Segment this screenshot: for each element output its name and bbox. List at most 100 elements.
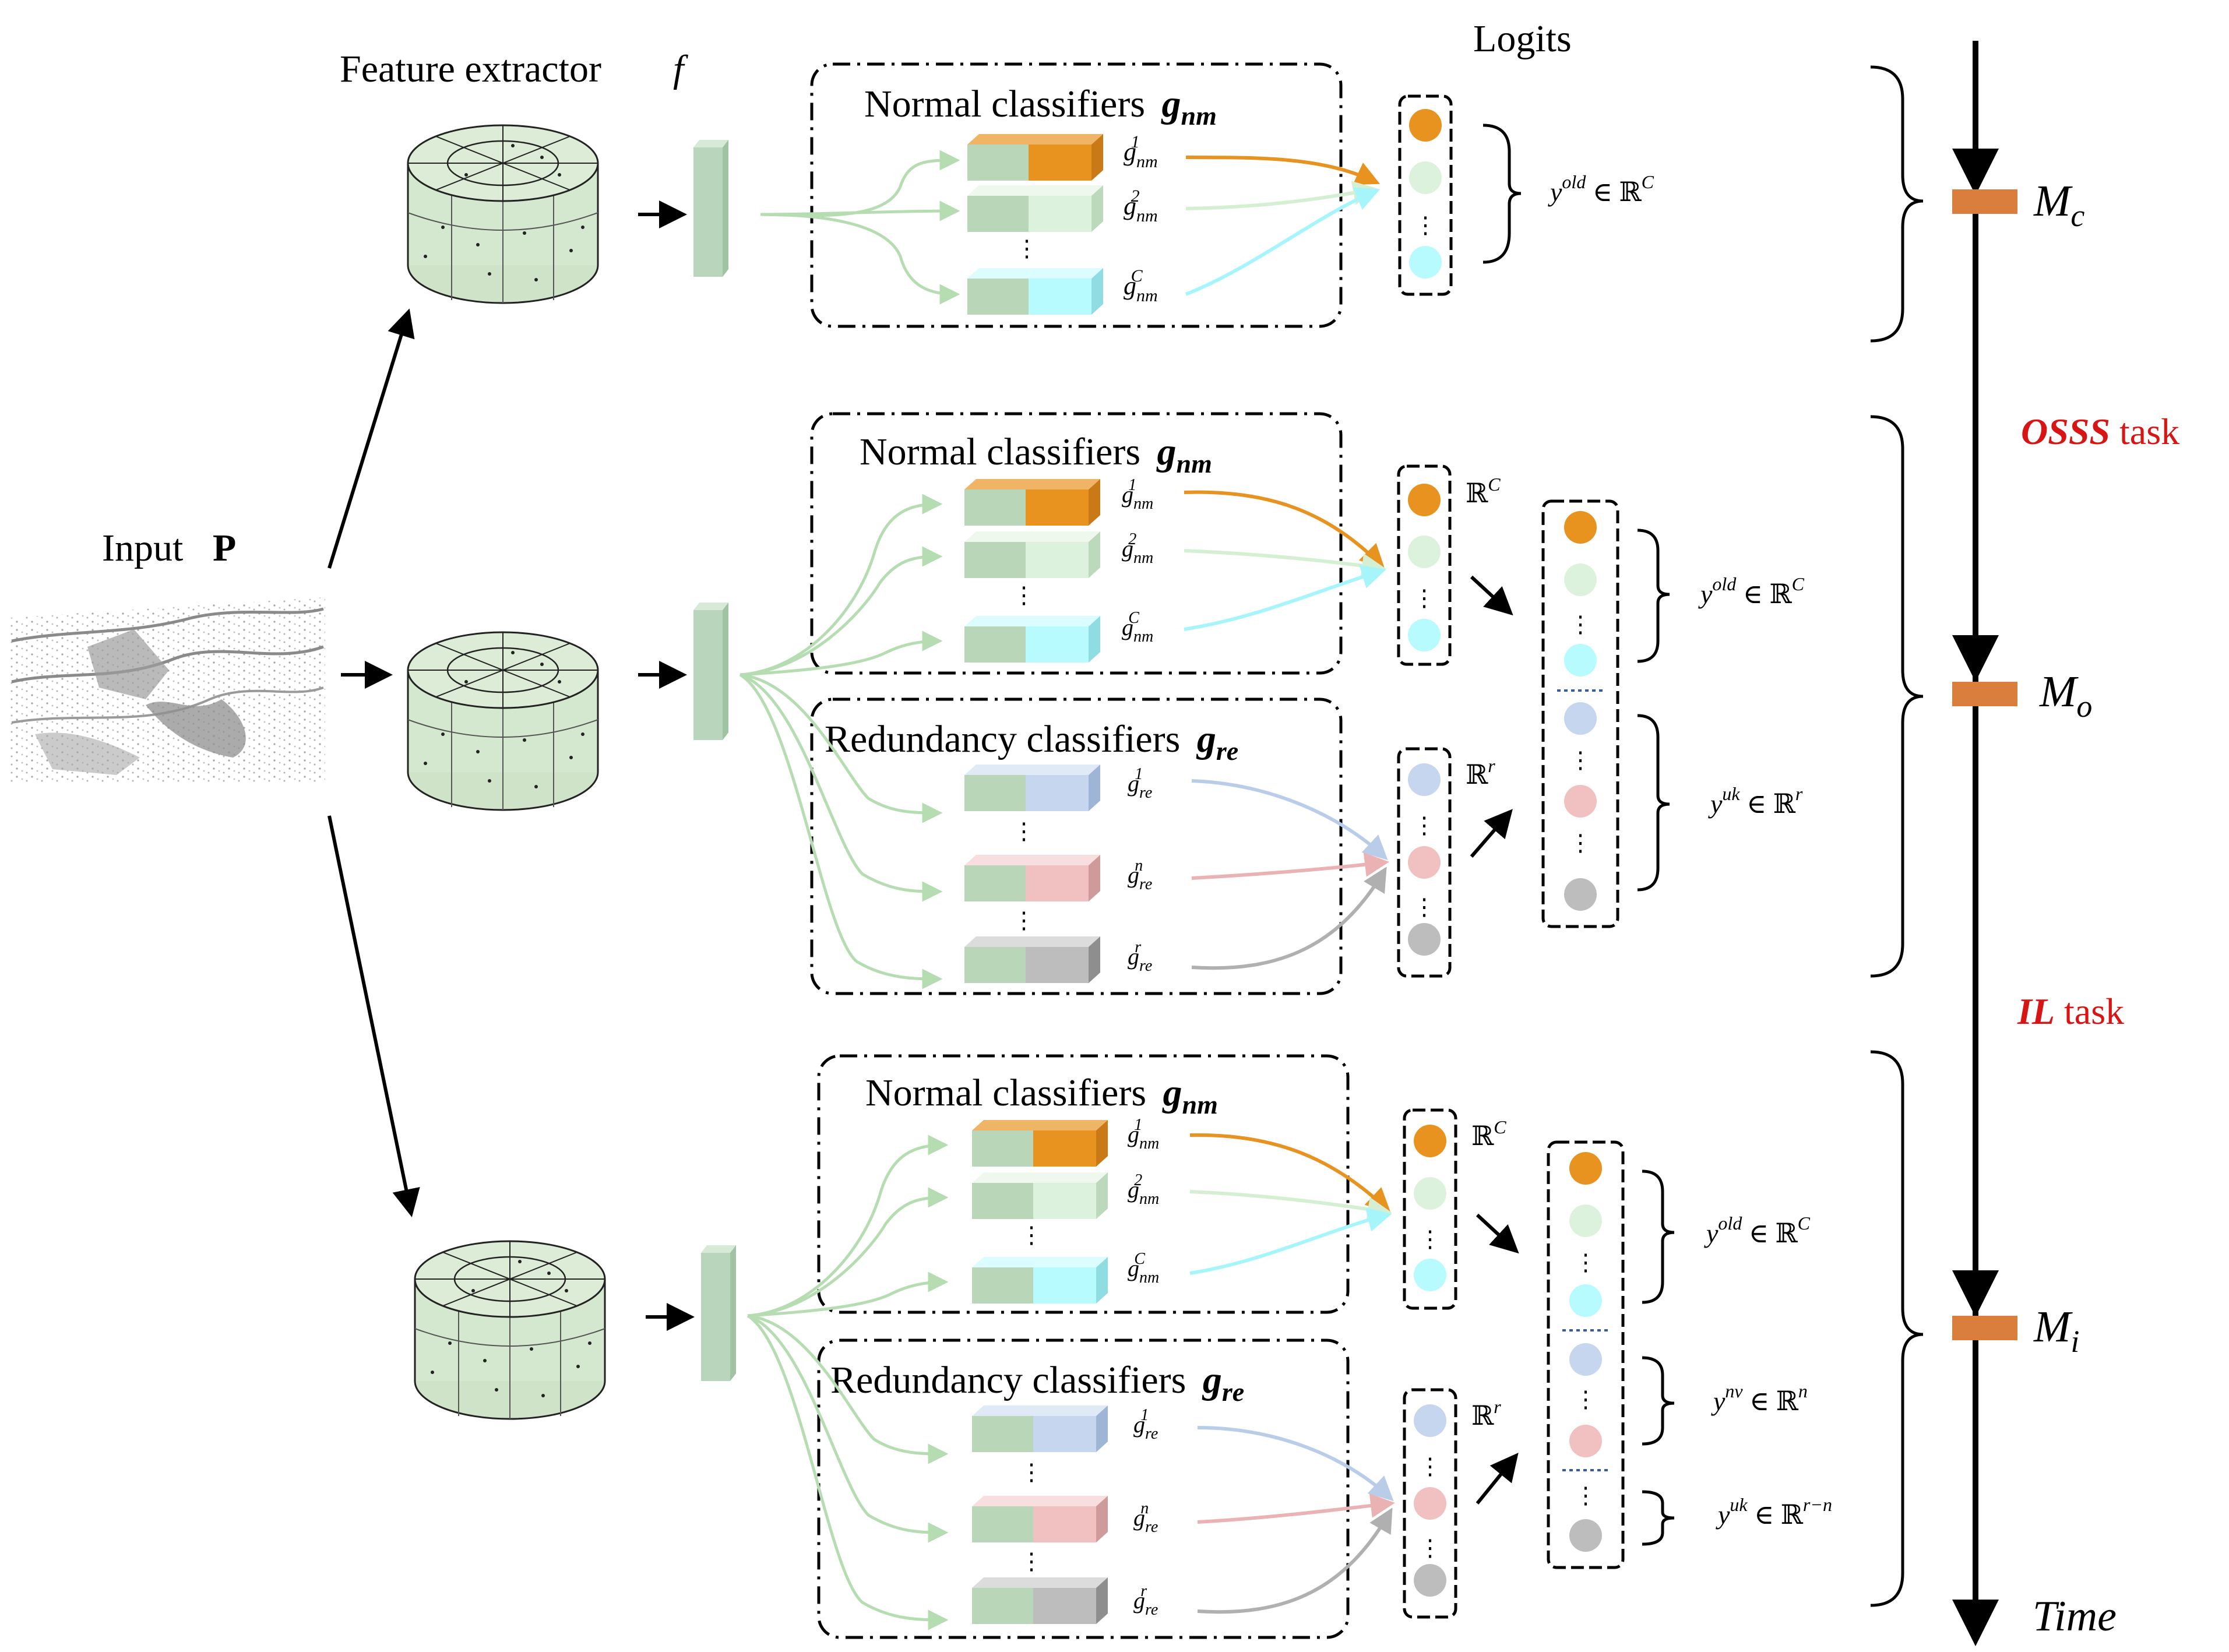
classifier-bar-nm2-s2	[964, 531, 1100, 578]
logits-combined-column-s3	[1547, 1140, 1625, 1569]
svg-text:⋮: ⋮	[1569, 830, 1592, 856]
feature-extractor-cylinder-2	[407, 631, 599, 811]
classifier-bar-nm1-s1	[967, 134, 1103, 181]
feature-extractor-cylinder-1	[407, 124, 599, 304]
normal-classifiers-title-3: Normal classifiers gnm	[865, 1072, 1218, 1119]
classifier-bar-nmC-s2	[964, 616, 1100, 663]
label-g-ren-s2: gren	[1128, 857, 1152, 893]
svg-text:⋮: ⋮	[1020, 1222, 1043, 1248]
feature-extractor-label: Feature extractor	[340, 48, 601, 90]
redundancy-classifiers-title-3: Redundancy classifiers gre	[830, 1359, 1244, 1407]
label-rc-s3: ℝC	[1471, 1116, 1506, 1151]
label-y-old-s3: yold ∈ ℝC	[1704, 1213, 1811, 1248]
logits-rc-column-s2	[1397, 464, 1452, 666]
model-label-c: Mc	[2033, 177, 2084, 233]
svg-text:⋮: ⋮	[1012, 582, 1036, 608]
label-g-nm1-s2: gnm1	[1122, 476, 1153, 513]
label-g-nmC-s1: gnmC	[1124, 266, 1158, 305]
classifier-ellipsis-s1: ⋮	[1015, 235, 1038, 262]
label-g-rer-s3: grer	[1133, 1582, 1158, 1619]
model-marker-c	[1952, 189, 2017, 214]
input-arrows	[328, 308, 420, 1217]
svg-text:⋮: ⋮	[1418, 1535, 1442, 1561]
task-label-osss: OSSS task	[2021, 411, 2179, 452]
classifier-bar-nm2-s3	[972, 1172, 1108, 1219]
label-g-ren-s3: gren	[1133, 1499, 1158, 1536]
input-section: Input P	[10, 527, 325, 784]
label-rr-s3: ℝr	[1471, 1396, 1501, 1431]
label-g-rer-s2: grer	[1128, 938, 1152, 975]
logits-rr-column-s3	[1403, 1388, 1457, 1619]
svg-text:⋮: ⋮	[1418, 1453, 1442, 1480]
normal-classifiers-box-2	[810, 412, 1343, 675]
input-symbol: P	[213, 527, 236, 569]
task-label-il: IL task	[2017, 991, 2124, 1032]
classifier-bar-nm1-s2	[964, 479, 1100, 526]
logits-title: Logits	[1473, 17, 1572, 60]
classifier-bar-re1-s2	[964, 765, 1100, 811]
label-g-re1-s3: gre1	[1133, 1406, 1158, 1443]
label-g-nm1-s1: gnm1	[1124, 132, 1158, 171]
normal-classifiers-title-1: Normal classifiers gnm	[864, 83, 1217, 131]
label-y-nv-s3: ynv ∈ ℝn	[1711, 1380, 1808, 1416]
label-rr-s2: ℝr	[1466, 755, 1495, 790]
svg-text:⋮: ⋮	[1569, 747, 1592, 773]
logits-rr-column-s2	[1397, 747, 1452, 978]
label-g-nm2-s3: gnm2	[1128, 1171, 1159, 1208]
label-rc-s2: ℝC	[1466, 474, 1501, 508]
feature-arrows	[638, 200, 695, 1331]
classifier-bar-nm2-s1	[967, 185, 1103, 232]
point-cloud-image	[10, 594, 325, 784]
svg-text:⋮: ⋮	[1569, 611, 1592, 637]
classifier-bar-rer-s2	[964, 936, 1100, 983]
stage-1: Normal classifiers gnm ⋮	[760, 62, 1654, 328]
model-label-o: Mo	[2039, 667, 2092, 724]
feature-vector-2	[693, 603, 728, 740]
classifier-bar-nmC-s3	[972, 1257, 1108, 1304]
svg-text:⋮: ⋮	[1413, 585, 1436, 611]
label-y-uk-s3: yuk ∈ ℝr−n	[1716, 1494, 1832, 1530]
stage-2: Normal classifiers gnm Redundancy classi…	[739, 412, 1805, 995]
feature-vector-1	[693, 140, 728, 277]
feature-extractor-cylinder-3	[414, 1240, 606, 1420]
svg-text:⋮: ⋮	[1574, 1386, 1597, 1413]
label-g-re1-s2: gre1	[1128, 765, 1152, 802]
redundancy-classifiers-title-2: Redundancy classifiers gre	[825, 718, 1238, 766]
label-g-nm1-s3: gnm1	[1128, 1116, 1159, 1153]
svg-text:⋮: ⋮	[1414, 212, 1437, 238]
model-marker-i	[1952, 1316, 2017, 1340]
label-y-uk-s2: yuk ∈ ℝr	[1708, 783, 1803, 819]
model-label-i: Mi	[2033, 1302, 2079, 1359]
classifier-bar-nm1-s3	[972, 1120, 1108, 1167]
svg-text:⋮: ⋮	[1413, 894, 1436, 920]
svg-text:⋮: ⋮	[1418, 1226, 1442, 1252]
svg-text:⋮: ⋮	[1574, 1249, 1597, 1276]
label-y-old-s1: yold ∈ ℝC	[1548, 171, 1654, 207]
logits-combined-column-s2	[1541, 499, 1619, 928]
svg-text:⋮: ⋮	[1574, 1482, 1597, 1509]
logits-rc-column-s3	[1403, 1108, 1457, 1310]
classifier-bar-ren-s2	[964, 855, 1100, 901]
classifier-bar-rer-s3	[972, 1577, 1108, 1624]
svg-text:⋮: ⋮	[1012, 907, 1036, 934]
feature-extractor-symbol: f	[673, 48, 688, 90]
svg-text:⋮: ⋮	[1020, 1548, 1043, 1574]
stage-3: Normal classifiers gnm Redundancy classi…	[746, 1054, 1832, 1639]
model-marker-o	[1952, 682, 2017, 706]
svg-text:⋮: ⋮	[1413, 812, 1436, 839]
label-g-nmC-s3: gnmC	[1128, 1250, 1159, 1287]
timeline: Mc Mo Mi OSSS task IL task Time	[1870, 41, 2179, 1646]
classifier-bar-nmC-s1	[967, 268, 1103, 315]
label-g-nmC-s2: gnmC	[1122, 609, 1153, 646]
label-g-nm2-s1: gnm2	[1124, 186, 1158, 226]
normal-classifiers-box-3	[817, 1054, 1350, 1314]
label-g-nm2-s2: gnm2	[1122, 530, 1153, 567]
label-y-old-s2: yold ∈ ℝC	[1698, 573, 1805, 609]
classifier-bar-re1-s3	[972, 1406, 1108, 1452]
svg-text:⋮: ⋮	[1012, 818, 1036, 844]
logits-column-s1	[1398, 94, 1453, 296]
svg-text:⋮: ⋮	[1020, 1459, 1043, 1485]
time-axis-label: Time	[2033, 1593, 2117, 1640]
input-label: Input	[102, 527, 183, 569]
